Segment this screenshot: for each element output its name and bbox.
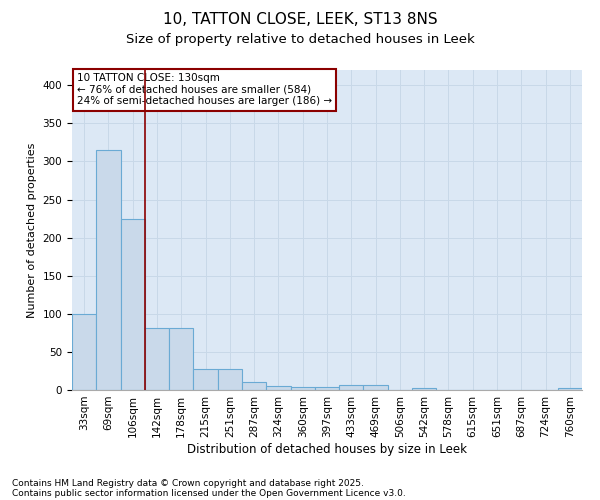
Bar <box>266 386 290 390</box>
Bar <box>96 150 121 390</box>
Text: Contains HM Land Registry data © Crown copyright and database right 2025.: Contains HM Land Registry data © Crown c… <box>12 478 364 488</box>
Bar <box>72 314 96 390</box>
Bar <box>412 388 436 390</box>
Bar <box>169 328 193 390</box>
X-axis label: Distribution of detached houses by size in Leek: Distribution of detached houses by size … <box>187 442 467 456</box>
Bar <box>218 370 242 390</box>
Bar <box>364 386 388 390</box>
Y-axis label: Number of detached properties: Number of detached properties <box>27 142 37 318</box>
Text: Contains public sector information licensed under the Open Government Licence v3: Contains public sector information licen… <box>12 488 406 498</box>
Bar <box>145 328 169 390</box>
Bar <box>558 388 582 390</box>
Text: 10 TATTON CLOSE: 130sqm
← 76% of detached houses are smaller (584)
24% of semi-d: 10 TATTON CLOSE: 130sqm ← 76% of detache… <box>77 73 332 106</box>
Bar <box>242 382 266 390</box>
Bar <box>193 370 218 390</box>
Text: 10, TATTON CLOSE, LEEK, ST13 8NS: 10, TATTON CLOSE, LEEK, ST13 8NS <box>163 12 437 28</box>
Text: Size of property relative to detached houses in Leek: Size of property relative to detached ho… <box>125 32 475 46</box>
Bar <box>315 387 339 390</box>
Bar <box>121 218 145 390</box>
Bar <box>290 387 315 390</box>
Bar <box>339 386 364 390</box>
